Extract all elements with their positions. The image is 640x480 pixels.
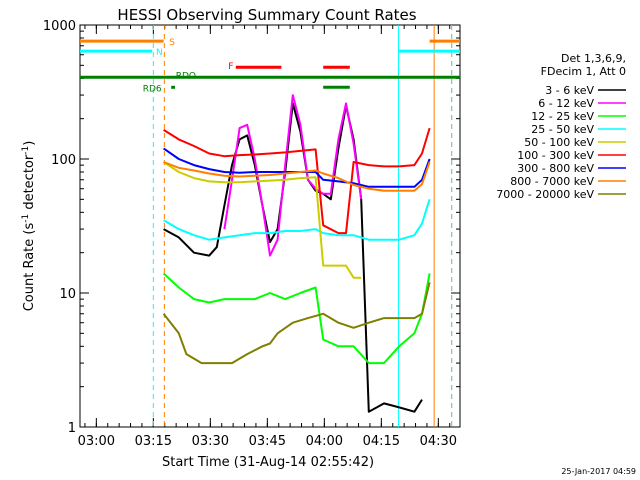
legend-entry-label: 6 - 12 keV bbox=[538, 97, 594, 110]
x-axis-label: Start Time (31-Aug-14 02:55:42) bbox=[162, 455, 374, 470]
series-line-5 bbox=[163, 161, 362, 279]
time-markers bbox=[152, 25, 453, 427]
series-line-9 bbox=[162, 282, 431, 365]
legend-entry-label: 100 - 300 keV bbox=[517, 149, 594, 162]
chart-title: HESSI Observing Summary Count Rates bbox=[117, 6, 416, 24]
x-tick-label: 04:00 bbox=[306, 434, 343, 449]
flag-label: N bbox=[156, 48, 163, 58]
legend-entry-label: 300 - 800 keV bbox=[517, 162, 594, 175]
series-line-3 bbox=[162, 272, 431, 365]
legend-entry-label: 25 - 50 keV bbox=[531, 123, 594, 136]
x-tick-label: 03:15 bbox=[135, 434, 172, 449]
x-tick-label: 03:30 bbox=[192, 434, 229, 449]
flag-label: S bbox=[169, 38, 175, 48]
legend-entry-label: 50 - 100 keV bbox=[524, 136, 594, 149]
y-axis: 1 10 100 1000 bbox=[43, 19, 460, 436]
y-tick-label: 1 bbox=[68, 421, 76, 436]
x-tick-label: 03:00 bbox=[78, 434, 115, 449]
series-line-4 bbox=[163, 199, 431, 241]
y-tick-label: 10 bbox=[59, 287, 76, 302]
footer-date: 25-Jan-2017 04:59 bbox=[561, 467, 636, 476]
series-line-2 bbox=[223, 94, 363, 257]
legend-entry-label: 800 - 7000 keV bbox=[510, 175, 594, 188]
y-tick-label: 100 bbox=[51, 153, 76, 168]
plot-frame bbox=[79, 24, 461, 428]
flag-bars: SN F RDO RD6 bbox=[80, 38, 460, 94]
x-axis: 03:00 03:15 03:30 03:45 04:00 04:15 04:30 bbox=[78, 25, 457, 449]
x-tick-label: 04:15 bbox=[363, 434, 400, 449]
legend-header: Det 1,3,6,9, bbox=[561, 52, 626, 65]
series-lines bbox=[162, 94, 431, 413]
flag-label: RDO bbox=[176, 71, 196, 81]
flag-label: F bbox=[228, 62, 233, 72]
y-tick-label: 1000 bbox=[43, 19, 76, 34]
legend-entry-label: 7000 - 20000 keV bbox=[496, 188, 594, 201]
series-line-8 bbox=[163, 161, 431, 192]
y-axis-label: Count Rate (s-1 detector-1) bbox=[21, 141, 37, 312]
legend-entry-label: 3 - 6 keV bbox=[545, 84, 594, 97]
x-tick-label: 04:30 bbox=[420, 434, 457, 449]
x-tick-label: 03:45 bbox=[249, 434, 286, 449]
y-axis-label-sup: -1 bbox=[21, 214, 31, 223]
legend-header: FDecim 1, Att 0 bbox=[541, 65, 626, 78]
flag-label: RD6 bbox=[143, 84, 162, 94]
legend-entry-label: 12 - 25 keV bbox=[531, 110, 594, 123]
series-line-6 bbox=[163, 127, 431, 235]
